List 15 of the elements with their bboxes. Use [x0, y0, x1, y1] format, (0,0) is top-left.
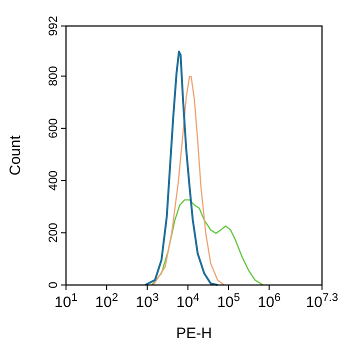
- y-tick-label: 992: [46, 16, 60, 36]
- y-tick-label: 600: [46, 118, 60, 138]
- y-axis-title: Count: [7, 134, 24, 176]
- x-tick-label: 10$^{3}$: [136, 292, 159, 311]
- y-tick-label: 200: [46, 222, 60, 243]
- x-axis-title: PE-H: [176, 325, 212, 342]
- x-tick-label: 10$^{6}$: [258, 292, 281, 311]
- x-tick-label: 10$^{7.3}$: [306, 292, 338, 311]
- y-tick-label: 800: [46, 66, 60, 86]
- y-tick-label: 400: [46, 170, 60, 191]
- x-tick-label: 10$^{4}$: [176, 292, 200, 311]
- y-tick-label: 0: [46, 281, 60, 288]
- x-tick-label: 10$^{5}$: [217, 292, 240, 311]
- x-tick-label: 10$^{1}$: [54, 292, 78, 311]
- x-tick-label: 10$^{2}$: [95, 292, 118, 311]
